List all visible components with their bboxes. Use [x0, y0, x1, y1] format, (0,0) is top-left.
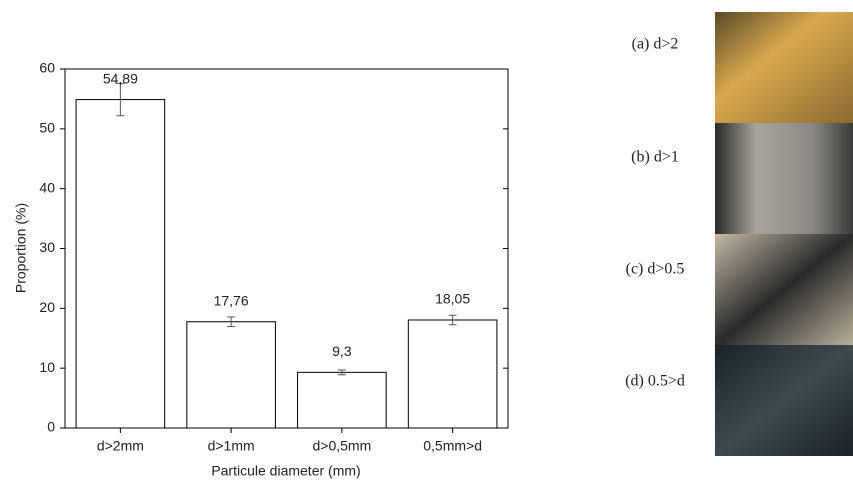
- bar: [408, 320, 497, 428]
- photo-label: (d) 0.5>d: [625, 373, 685, 390]
- figure: (a) d>2 (b) d>1 (c) d>0.5 (d) 0.5>d Part…: [0, 0, 853, 484]
- value-label: 9,3: [332, 343, 352, 359]
- value-label: 17,76: [214, 292, 249, 308]
- y-tick-label: 40: [39, 179, 55, 195]
- y-tick-label: 30: [39, 239, 55, 255]
- page: {"chart_data": {"type": "bar", "xlabel":…: [0, 0, 853, 489]
- y-tick-label: 20: [39, 299, 55, 315]
- photo-label: (c) d>0.5: [626, 261, 685, 278]
- y-tick-label: 10: [39, 359, 55, 375]
- x-tick-label: d>2mm: [97, 438, 144, 454]
- y-tick-label: 0: [47, 419, 55, 435]
- photo-label: (b) d>1: [631, 149, 679, 166]
- photo: [715, 123, 853, 234]
- photo: [715, 234, 853, 345]
- y-tick-label: 60: [39, 60, 55, 76]
- value-label: 18,05: [435, 291, 470, 307]
- x-tick-label: d>0,5mm: [313, 438, 372, 454]
- value-label: 54,89: [103, 70, 138, 86]
- x-tick-label: 0,5mm>d: [423, 438, 482, 454]
- photo: [715, 345, 853, 456]
- photo-label: (a) d>2: [632, 36, 679, 53]
- x-axis-label: Particule diameter (mm): [211, 463, 360, 479]
- y-tick-label: 50: [39, 120, 55, 136]
- bar: [187, 322, 276, 428]
- bar: [298, 372, 387, 428]
- photo: [715, 12, 853, 123]
- y-axis-label: Proportion (%): [13, 203, 29, 293]
- bar: [76, 100, 165, 428]
- x-tick-label: d>1mm: [208, 438, 255, 454]
